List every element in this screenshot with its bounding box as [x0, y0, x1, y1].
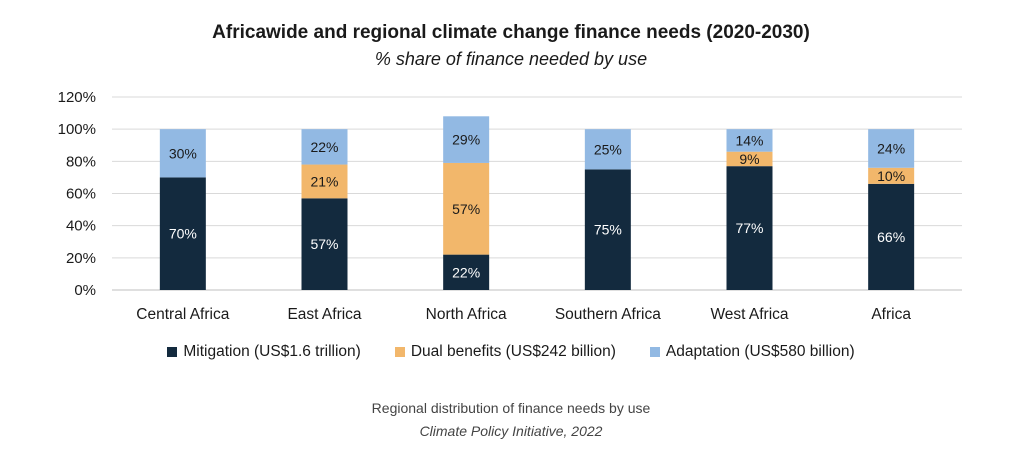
- legend-label: Mitigation (US$1.6 trillion): [183, 343, 361, 360]
- bar-segment: [868, 129, 915, 168]
- x-tick-label: West Africa: [710, 306, 788, 323]
- y-tick-label: 0%: [74, 282, 96, 299]
- legend-item: Adaptation (US$580 billion): [649, 343, 855, 361]
- data-label: 30%: [169, 145, 197, 161]
- bar-segment: [584, 129, 631, 170]
- x-tick-label: Central Africa: [136, 306, 229, 323]
- x-tick-label: North Africa: [426, 306, 507, 323]
- bar-segment: [726, 129, 773, 152]
- x-tick-label: Africa: [871, 306, 911, 323]
- legend-swatch: [394, 347, 405, 357]
- bar-segment: [726, 151, 773, 167]
- data-label: 9%: [739, 151, 759, 167]
- chart-subtitle: % share of finance needed by use: [374, 49, 648, 69]
- legend-swatch: [167, 347, 178, 357]
- data-label: 77%: [735, 220, 763, 236]
- y-tick-label: 60%: [66, 186, 96, 203]
- bars: 70% 30% 57% 21% 22% 22% 57% 29% 75% 25% 77% 9% 14% 66…: [159, 116, 915, 290]
- data-label: 10%: [877, 168, 905, 184]
- data-label: 25%: [594, 141, 622, 157]
- y-tick-label: 100%: [58, 121, 96, 138]
- bar-segment: [443, 162, 490, 255]
- bar-segment: [443, 254, 490, 290]
- bar-segment: [443, 116, 490, 163]
- bar-segment: [301, 164, 348, 199]
- legend-label: Dual benefits (US$242 billion): [410, 343, 616, 360]
- data-label: 66%: [877, 229, 905, 245]
- legend-swatch: [649, 347, 660, 357]
- bar-segment: [301, 198, 348, 290]
- data-label: 57%: [452, 201, 480, 217]
- data-label: 70%: [169, 226, 197, 242]
- y-tick-label: 20%: [66, 250, 96, 267]
- data-label: 22%: [452, 264, 480, 280]
- x-tick-label: East Africa: [287, 306, 361, 323]
- legend-item: Dual benefits (US$242 billion): [394, 343, 616, 361]
- data-label: 75%: [594, 222, 622, 238]
- bar-segment: [868, 183, 915, 290]
- bar-segment: [159, 177, 206, 290]
- legend-label: Adaptation (US$580 billion): [665, 343, 855, 360]
- bar-segment: [868, 167, 915, 184]
- y-tick-label: 80%: [66, 153, 96, 170]
- bar-segment: [584, 169, 631, 290]
- source-note: Climate Policy Initiative, 2022: [419, 423, 603, 439]
- chart-title: Africawide and regional climate change f…: [212, 22, 810, 43]
- bar-segment: [726, 166, 773, 290]
- y-tick-label: 120%: [58, 89, 96, 106]
- legend-item: Mitigation (US$1.6 trillion): [167, 343, 361, 361]
- caption: Regional distribution of finance needs b…: [371, 400, 651, 416]
- y-axis: 0% 20% 40% 60% 80% 100% 120%: [58, 89, 96, 299]
- data-label: 21%: [310, 173, 338, 189]
- x-tick-label: Southern Africa: [555, 306, 661, 323]
- data-label: 29%: [452, 132, 480, 148]
- bar-segment: [301, 129, 348, 165]
- data-label: 22%: [310, 139, 338, 155]
- x-axis: Central Africa East Africa North Africa Sou…: [136, 306, 911, 323]
- legend: Mitigation (US$1.6 trillion) Dual benefit…: [0, 343, 1022, 361]
- data-label: 24%: [877, 140, 905, 156]
- y-tick-label: 40%: [66, 218, 96, 235]
- data-label: 14%: [735, 132, 763, 148]
- data-label: 57%: [310, 236, 338, 252]
- gridlines: [112, 96, 962, 291]
- bar-segment: [159, 129, 206, 178]
